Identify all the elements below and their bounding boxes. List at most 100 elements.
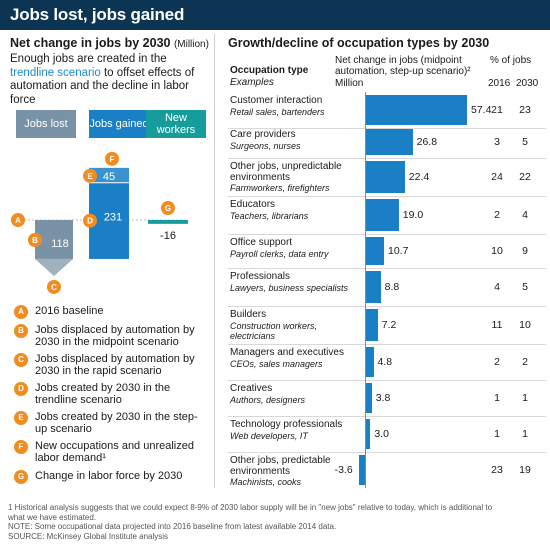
footnotes: 1 Historical analysis suggests that we c… — [8, 503, 543, 541]
row-separator — [228, 268, 546, 269]
pct-2016: 24 — [491, 171, 503, 183]
page-title: Jobs lost, jobs gained — [10, 5, 185, 24]
pct-2016: 1 — [494, 428, 500, 440]
occupation-label: Technology professionals — [230, 419, 343, 430]
rapid-scenario-arrow — [35, 258, 73, 276]
col-pct-header: % of jobs — [490, 55, 532, 66]
label-jobs-gained: 231 — [104, 212, 122, 224]
legend-marker: D — [14, 382, 28, 396]
marker-e: E — [83, 168, 97, 183]
row-separator — [228, 128, 546, 129]
label-step-up: 45 — [103, 171, 115, 183]
bar-value-label: -3.6 — [334, 464, 353, 476]
occupation-row: Technology professionals Web developers, … — [0, 416, 550, 452]
pct-2030: 1 — [522, 392, 528, 404]
legend-marker: A — [14, 305, 28, 319]
bar-value-label: 7.2 — [381, 319, 397, 331]
footnote-line: 1 Historical analysis suggests that we c… — [8, 503, 493, 512]
occupation-example: Payroll clerks, data entry — [230, 248, 329, 259]
left-heading-unit: (Million) — [173, 39, 209, 50]
marker-b: B — [28, 233, 42, 247]
pct-2016: 2 — [494, 356, 500, 368]
pct-2030: 4 — [522, 209, 528, 221]
col-type-sub: Examples — [230, 77, 274, 88]
pct-2016: 3 — [494, 136, 500, 148]
occupation-label: Professionals — [230, 271, 291, 282]
footnote-line: what we have estimated. — [8, 512, 97, 522]
occupation-example: CEOs, sales managers — [230, 358, 323, 369]
legend-text: Jobs displaced by automation by 2030 in … — [35, 324, 195, 348]
pct-2016: 23 — [491, 464, 503, 476]
marker-a: A — [11, 213, 25, 227]
occupation-label: Customer interaction — [230, 95, 323, 106]
bar — [365, 347, 374, 377]
occupation-label: Managers and executives — [230, 347, 344, 358]
bar — [365, 161, 405, 193]
bar — [365, 419, 371, 449]
occupation-label: Builders — [230, 309, 267, 320]
legend-marker: E — [14, 411, 28, 425]
occupation-row: Office support Payroll clerks, data entry… — [0, 234, 550, 268]
pct-2016: 11 — [491, 319, 503, 331]
title-bar: Jobs lost, jobs gained — [0, 0, 550, 30]
bar-value-label: 22.4 — [408, 171, 430, 183]
legend-text: Jobs displaced by automation by 2030 in … — [35, 353, 195, 377]
bar — [365, 199, 399, 231]
occupation-example: Machinists, cooks — [230, 477, 302, 487]
occupation-example: Teachers, librarians — [230, 210, 309, 221]
row-separator — [228, 158, 546, 159]
pct-2016: 2 — [494, 209, 500, 221]
marker-f: F — [105, 151, 119, 166]
bar-value-label: 8.8 — [384, 281, 400, 293]
occupation-example: Retail sales, bartenders — [230, 106, 325, 117]
label-jobs-lost: 118 — [51, 238, 69, 250]
occupation-row: Care providers Surgeons, nurses 26.8 3 5 — [0, 126, 550, 158]
legend-text: Jobs created by 2030 in the step-up scen… — [35, 411, 198, 435]
row-separator — [228, 196, 546, 197]
occupation-label: Other jobs, unpredictable environments — [230, 161, 342, 183]
bar — [365, 309, 378, 341]
svg-text:F: F — [110, 155, 115, 164]
pct-2030: 1 — [522, 428, 528, 440]
row-separator — [228, 416, 546, 417]
col-2030-header: 2030 — [516, 78, 539, 89]
jobs-lost-header: Jobs lost — [16, 110, 76, 138]
svg-text:G: G — [165, 204, 171, 213]
svg-text:C: C — [51, 283, 57, 292]
occupation-example: Farmworkers, firefighters — [230, 183, 330, 193]
marker-c: C — [47, 279, 61, 294]
jobs-gained-header: Jobs gained — [89, 110, 149, 138]
source-note: SOURCE: McKinsey Global Institute analys… — [8, 531, 169, 541]
bar — [365, 129, 413, 155]
svg-text:A: A — [15, 216, 21, 225]
legend-text: 2016 baseline — [35, 305, 104, 317]
pct-2030: 5 — [522, 136, 528, 148]
panel-divider — [214, 34, 215, 488]
col-type-header: Occupation type — [230, 65, 309, 76]
row-separator — [228, 344, 546, 345]
legend-marker: G — [14, 470, 28, 484]
occupation-example: Surgeons, nurses — [230, 140, 301, 151]
col-2016-header: 2016 — [488, 78, 511, 89]
pct-2030: 5 — [522, 281, 528, 293]
footnote-line: NOTE: Some occupational data projected i… — [8, 522, 337, 531]
pct-2016: 21 — [491, 104, 503, 116]
occupation-example: Construction workers, electricians — [230, 320, 318, 341]
occupation-label: Care providers — [230, 129, 296, 140]
occupation-label: Educators — [230, 199, 276, 210]
bar-new-workers — [148, 220, 188, 224]
legend-text: New occupations and unrealized labor dem… — [35, 440, 194, 464]
row-separator — [228, 380, 546, 381]
bar-value-label: 10.7 — [388, 245, 409, 257]
bar-step-up — [89, 167, 129, 183]
marker-g: G — [161, 201, 175, 215]
row-separator — [228, 452, 546, 453]
occupation-label: Other jobs, predictable environments — [230, 455, 331, 477]
occupation-example: Authors, designers — [230, 394, 306, 405]
pct-2016: 1 — [494, 392, 500, 404]
occupation-label: Office support — [230, 237, 293, 248]
zero-axis — [365, 92, 366, 488]
legend-marker: B — [14, 324, 28, 338]
pct-2030: 2 — [522, 356, 528, 368]
pct-2016: 4 — [494, 281, 500, 293]
